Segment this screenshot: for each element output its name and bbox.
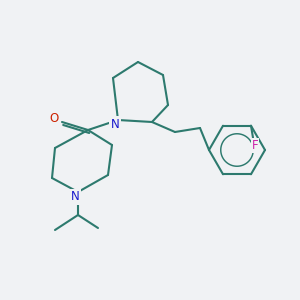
- Text: N: N: [70, 190, 80, 203]
- Text: N: N: [111, 118, 119, 130]
- Text: O: O: [50, 112, 58, 125]
- Text: F: F: [252, 139, 258, 152]
